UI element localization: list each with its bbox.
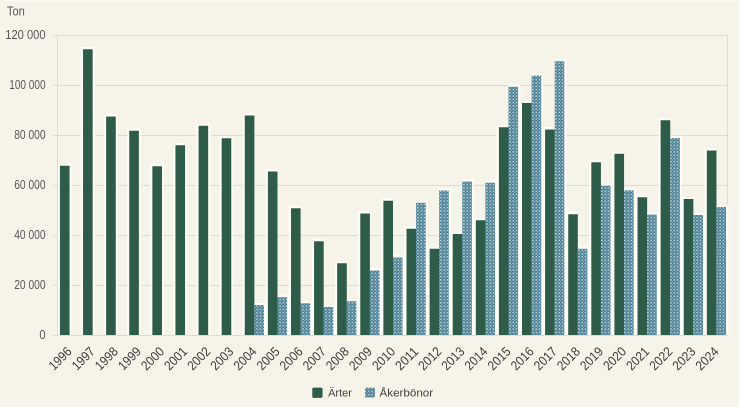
svg-text:100 000: 100 000 — [9, 77, 45, 92]
svg-text:60 000: 60 000 — [14, 177, 45, 192]
svg-text:20 000: 20 000 — [14, 277, 45, 292]
svg-text:Åkerbönor: Åkerbönor — [380, 387, 434, 400]
svg-text:Ärter: Ärter — [328, 388, 352, 400]
svg-text:80 000: 80 000 — [14, 127, 45, 142]
svg-text:0: 0 — [39, 327, 45, 342]
svg-text:120 000: 120 000 — [5, 27, 45, 42]
svg-text:40 000: 40 000 — [14, 227, 45, 242]
svg-text:Ton: Ton — [7, 3, 25, 18]
